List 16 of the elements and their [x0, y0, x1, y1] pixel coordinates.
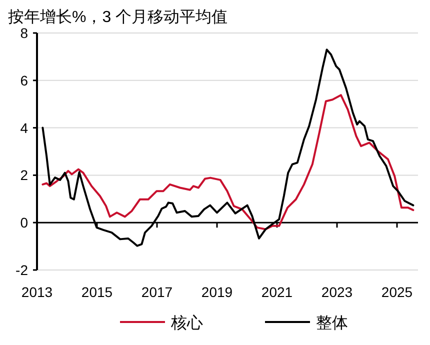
x-tick-label: 2019 — [201, 284, 233, 300]
legend-label: 核心 — [170, 314, 203, 332]
legend-label: 整体 — [316, 315, 348, 332]
y-tick-label: -2 — [16, 262, 28, 278]
x-tick-label: 2013 — [21, 284, 53, 300]
x-tick-label: 2021 — [261, 284, 293, 300]
x-tick-label: 2015 — [81, 284, 113, 300]
x-tick-label: 2017 — [141, 284, 173, 300]
chart-title: 按年增长%，3 个月移动平均值 — [8, 8, 228, 26]
y-tick-label: 8 — [20, 25, 28, 41]
y-tick-label: 0 — [20, 214, 28, 231]
y-tick-label: 4 — [20, 120, 28, 136]
y-tick-label: 2 — [20, 167, 28, 184]
x-tick-label: 2025 — [381, 284, 413, 300]
x-tick-label: 2023 — [321, 284, 353, 300]
y-tick-label: 6 — [20, 72, 28, 88]
